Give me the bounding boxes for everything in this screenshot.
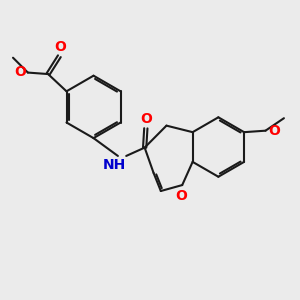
Text: O: O xyxy=(14,65,26,79)
Text: O: O xyxy=(175,189,187,203)
Text: NH: NH xyxy=(103,158,126,172)
Text: O: O xyxy=(55,40,67,54)
Text: O: O xyxy=(268,124,280,138)
Text: O: O xyxy=(140,112,152,126)
